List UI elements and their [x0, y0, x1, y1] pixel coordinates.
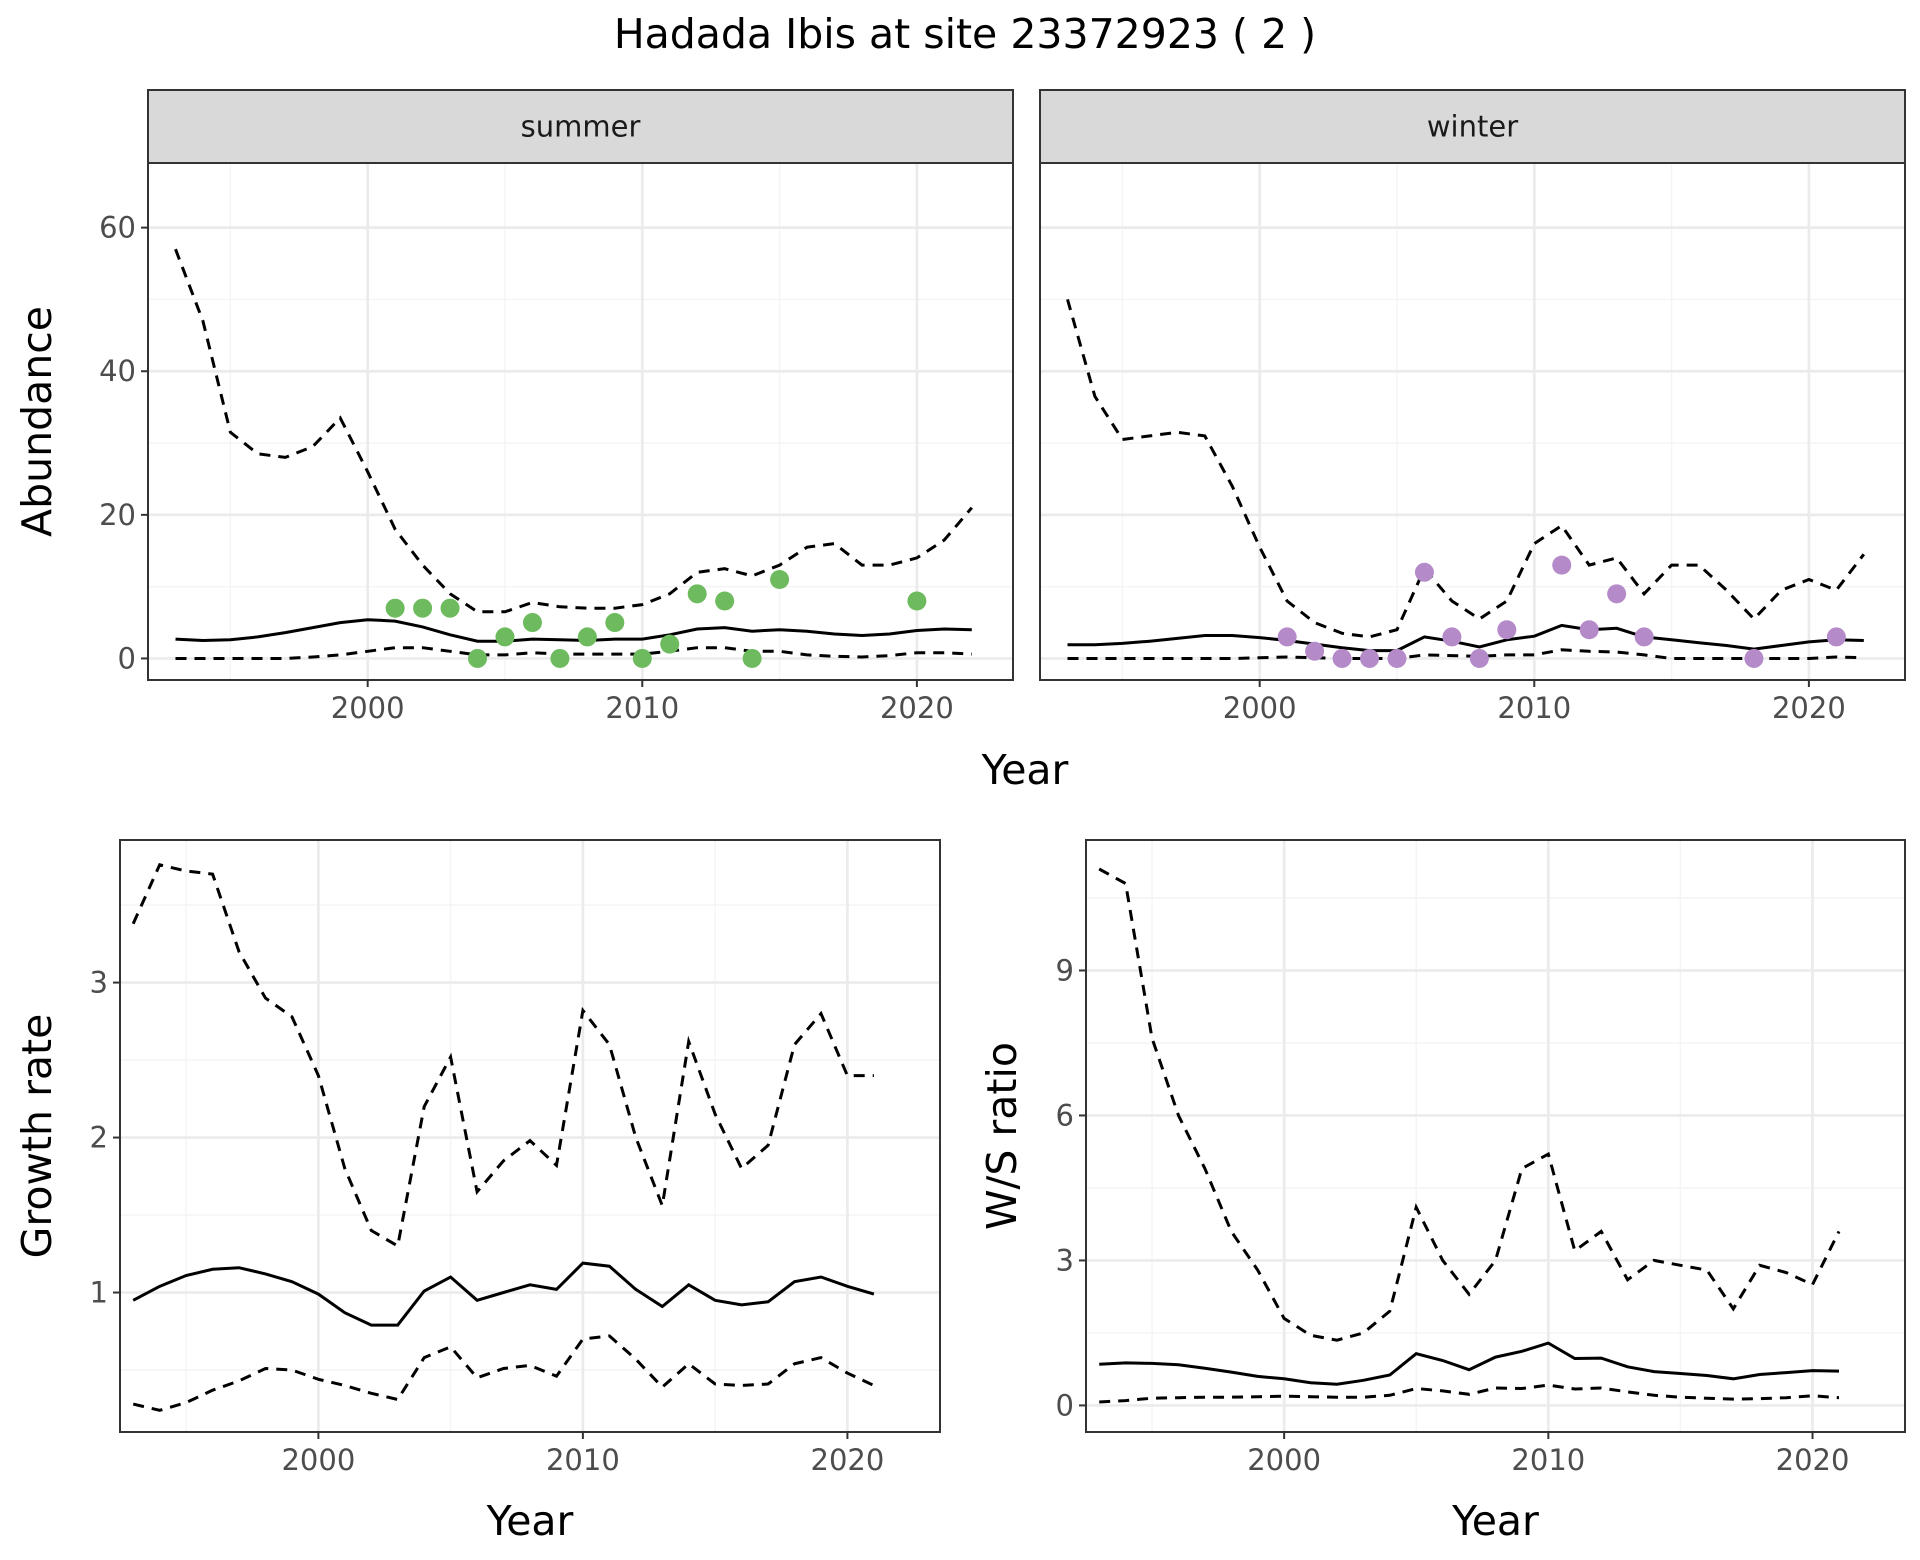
observation-point: [440, 598, 460, 618]
observation-point: [1552, 555, 1572, 575]
panel-border: [119, 839, 941, 1433]
observation-point: [742, 648, 762, 668]
facet-strip: [1039, 89, 1906, 164]
y-tick-label: 3: [90, 966, 108, 1000]
x-axis-title: Year: [1451, 1497, 1539, 1545]
x-tick-label: 2020: [1776, 1443, 1850, 1477]
y-tick-label: 2: [90, 1121, 108, 1155]
observation-point: [550, 648, 570, 668]
observation-point: [1277, 627, 1297, 647]
observation-point: [660, 634, 680, 654]
y-tick-label: 60: [99, 211, 136, 245]
x-tick-label: 2010: [1497, 691, 1571, 725]
observation-point: [770, 569, 790, 589]
observation-point: [687, 584, 707, 604]
observation-point: [413, 598, 433, 618]
panel-abundance-summer: summer 2000 2010 2020 0 20 40 60 Abundance: [13, 89, 1014, 725]
y-axis-title: Growth rate: [13, 1014, 61, 1259]
x-axis-title: Year: [486, 1497, 574, 1545]
x-tick-label: 2020: [811, 1443, 885, 1477]
x-tick-label: 2020: [880, 691, 954, 725]
observation-point: [385, 598, 405, 618]
facet-strip: [147, 89, 1014, 164]
chart-title: Hadada Ibis at site 23372923 ( 2 ): [614, 10, 1316, 58]
observation-point: [1414, 562, 1434, 582]
y-tick-label: 0: [1056, 1388, 1074, 1422]
top-x-axis-title: Year: [981, 746, 1069, 794]
upper-bound-line: [131, 863, 874, 1249]
observation-point: [1387, 648, 1407, 668]
panel-abundance-winter: winter 2000 2010 2020: [1039, 89, 1906, 725]
facet-strip-label: winter: [1427, 110, 1518, 144]
observation-point: [1469, 648, 1489, 668]
y-tick-label: 3: [1056, 1243, 1074, 1277]
x-tick-label: 2010: [546, 1443, 620, 1477]
y-tick-label: 40: [99, 354, 136, 388]
facet-strip-label: summer: [521, 110, 641, 144]
observation-point: [1826, 627, 1846, 647]
observation-point: [577, 627, 597, 647]
mean-line: [1099, 1341, 1840, 1386]
x-tick-label: 2000: [1223, 691, 1297, 725]
y-tick-label: 0: [118, 641, 136, 675]
observation-point: [522, 613, 542, 633]
panel-ws-ratio: 2000 2010 2020 0 3 6 9 Year W/S ratio: [978, 839, 1906, 1545]
observation-point: [1579, 620, 1599, 640]
observation-point: [1744, 648, 1764, 668]
y-tick-label: 20: [99, 498, 136, 532]
observation-point: [1497, 620, 1517, 640]
x-tick-label: 2000: [331, 691, 405, 725]
panel-border: [1039, 162, 1906, 681]
lower-bound-line: [1099, 1383, 1840, 1404]
upper-bound-line: [174, 248, 973, 614]
x-tick-label: 2000: [1247, 1443, 1321, 1477]
y-tick-label: 6: [1056, 1098, 1074, 1132]
observation-point: [907, 591, 927, 611]
observation-point: [495, 627, 515, 647]
observation-point: [1442, 627, 1462, 647]
y-axis-title: Abundance: [13, 306, 61, 537]
observation-point: [632, 648, 652, 668]
upper-bound-line: [1066, 298, 1865, 639]
observation-point: [1607, 584, 1627, 604]
observation-point: [468, 648, 488, 668]
panel-border: [147, 162, 1014, 681]
observation-point: [1305, 641, 1325, 661]
mean-line: [132, 1261, 875, 1327]
mean-line: [175, 618, 972, 643]
panel-border: [1085, 839, 1906, 1433]
x-tick-label: 2020: [1772, 691, 1846, 725]
observation-point: [1360, 648, 1380, 668]
upper-bound-line: [1098, 867, 1841, 1342]
y-tick-label: 9: [1056, 953, 1074, 987]
mean-line: [1067, 623, 1864, 653]
observation-point: [605, 613, 625, 633]
observation-point: [1634, 627, 1654, 647]
panel-growth-rate: 2000 2010 2020 1 2 3 Year Growth rate: [13, 839, 941, 1545]
y-axis-title: W/S ratio: [978, 1042, 1026, 1230]
observation-point: [715, 591, 735, 611]
lower-bound-line: [132, 1334, 875, 1412]
y-tick-label: 1: [90, 1276, 108, 1310]
lower-bound-line: [175, 646, 972, 660]
x-tick-label: 2010: [605, 691, 679, 725]
x-tick-label: 2010: [1511, 1443, 1585, 1477]
observation-point: [1332, 648, 1352, 668]
x-tick-label: 2000: [281, 1443, 355, 1477]
